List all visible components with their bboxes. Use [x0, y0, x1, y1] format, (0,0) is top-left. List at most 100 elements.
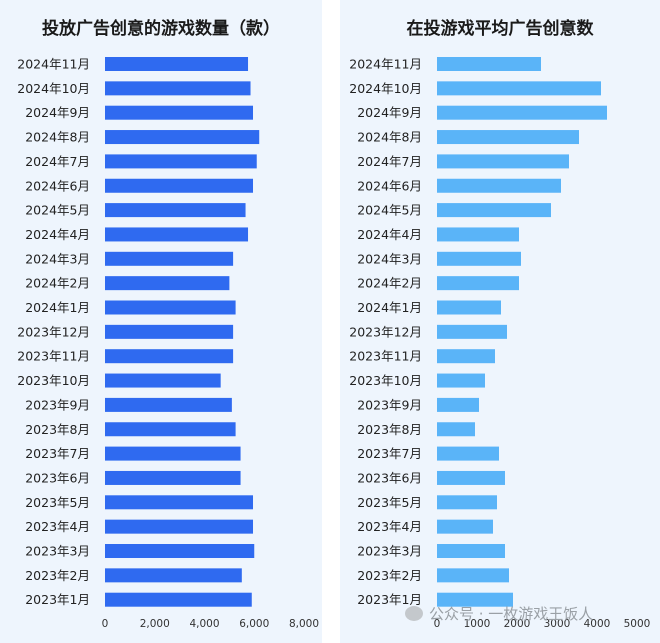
right-bar [437, 470, 505, 485]
right-bar [437, 544, 505, 558]
left-x-tick-label: 6,000 [239, 618, 269, 630]
left-bar [105, 568, 242, 583]
left-category-label: 2023年4月 [25, 519, 90, 534]
left-bar [105, 130, 260, 145]
right-bar [437, 57, 541, 71]
left-category-label: 2024年6月 [25, 178, 90, 193]
left-bar [105, 57, 249, 71]
left-category-label: 2024年5月 [25, 203, 90, 218]
right-bar [437, 519, 493, 534]
right-category-label: 2024年6月 [357, 178, 422, 193]
left-category-label: 2023年12月 [17, 324, 90, 339]
right-bar [437, 178, 561, 193]
right-bar [437, 397, 479, 412]
right-category-label: 2024年11月 [349, 57, 422, 72]
left-category-label: 2024年8月 [25, 130, 90, 145]
right-bar [437, 105, 607, 120]
right-bar [437, 154, 569, 169]
left-category-label: 2024年9月 [25, 105, 90, 120]
left-category-label: 2024年1月 [25, 300, 90, 315]
left-bar [105, 154, 257, 169]
right-x-tick-label: 3000 [544, 618, 571, 630]
right-category-label: 2023年8月 [357, 422, 422, 437]
left-bar [105, 349, 234, 364]
left-x-tick-label: 4,000 [189, 618, 219, 630]
right-category-label: 2024年4月 [357, 227, 422, 242]
right-category-label: 2023年1月 [357, 592, 422, 607]
left-category-label: 2023年5月 [25, 495, 90, 510]
left-bar [105, 81, 251, 96]
left-category-label: 2023年11月 [17, 349, 90, 364]
left-category-label: 2024年11月 [17, 57, 90, 72]
right-bar [437, 568, 509, 583]
right-category-label: 2024年1月 [357, 300, 422, 315]
left-bar [105, 178, 254, 193]
left-bar [105, 251, 234, 266]
right-bar [437, 446, 499, 461]
right-bar [437, 130, 579, 145]
right-bar [437, 203, 551, 218]
watermark: 公众号 · 一枚游戏王饭人 [405, 603, 593, 624]
right-bar [437, 81, 601, 96]
right-chart-title: 在投游戏平均广告创意数 [406, 19, 594, 39]
left-category-label: 2024年10月 [17, 81, 90, 96]
left-category-label: 2024年4月 [25, 227, 90, 242]
right-category-label: 2023年6月 [357, 470, 422, 485]
left-category-label: 2023年7月 [25, 446, 90, 461]
right-x-tick-label: 1000 [464, 618, 491, 630]
left-bar [105, 592, 252, 607]
right-x-tick-label: 4000 [584, 618, 611, 630]
left-category-label: 2023年9月 [25, 397, 90, 412]
left-category-label: 2023年3月 [25, 544, 90, 559]
left-bar [105, 519, 254, 534]
right-bar [437, 276, 519, 291]
watermark-text: 公众号 · 一枚游戏王饭人 [429, 605, 594, 623]
left-x-tick-label: 8,000 [289, 618, 319, 630]
left-category-label: 2023年8月 [25, 422, 90, 437]
left-category-label: 2024年7月 [25, 154, 90, 169]
left-bar [105, 446, 241, 461]
right-bar [437, 251, 521, 266]
right-bar [437, 495, 497, 510]
right-category-label: 2024年2月 [357, 276, 422, 291]
left-bar [105, 276, 230, 291]
right-category-label: 2023年9月 [357, 397, 422, 412]
left-bar [105, 544, 255, 558]
right-bar [437, 300, 501, 315]
right-category-label: 2024年7月 [357, 154, 422, 169]
left-bar [105, 203, 246, 218]
left-category-label: 2023年6月 [25, 470, 90, 485]
right-category-label: 2023年5月 [357, 495, 422, 510]
right-category-label: 2023年10月 [349, 373, 422, 388]
left-bar [105, 397, 232, 412]
left-bar [105, 300, 236, 315]
left-category-label: 2023年1月 [25, 592, 90, 607]
left-category-label: 2023年2月 [25, 568, 90, 583]
right-category-label: 2023年4月 [357, 519, 422, 534]
left-bar [105, 373, 221, 388]
right-bar [437, 227, 519, 242]
right-category-label: 2023年3月 [357, 544, 422, 559]
left-x-tick-label: 0 [102, 618, 109, 630]
left-bar [105, 324, 234, 339]
right-category-label: 2023年12月 [349, 324, 422, 339]
left-x-tick-label: 2,000 [140, 618, 170, 630]
right-bar [437, 324, 507, 339]
right-category-label: 2024年9月 [357, 105, 422, 120]
right-x-tick-label: 5000 [624, 618, 651, 630]
right-x-tick-label: 0 [434, 618, 441, 630]
right-bar [437, 422, 475, 437]
left-category-label: 2023年10月 [17, 373, 90, 388]
right-category-label: 2023年7月 [357, 446, 422, 461]
right-bar [437, 349, 495, 364]
right-category-label: 2024年5月 [357, 203, 422, 218]
right-category-label: 2023年2月 [357, 568, 422, 583]
wechat-icon [405, 606, 423, 621]
right-category-label: 2024年10月 [349, 81, 422, 96]
left-category-label: 2024年2月 [25, 276, 90, 291]
right-x-tick-label: 2000 [504, 618, 531, 630]
right-category-label: 2023年11月 [349, 349, 422, 364]
left-bar [105, 227, 249, 242]
left-bar [105, 105, 254, 120]
